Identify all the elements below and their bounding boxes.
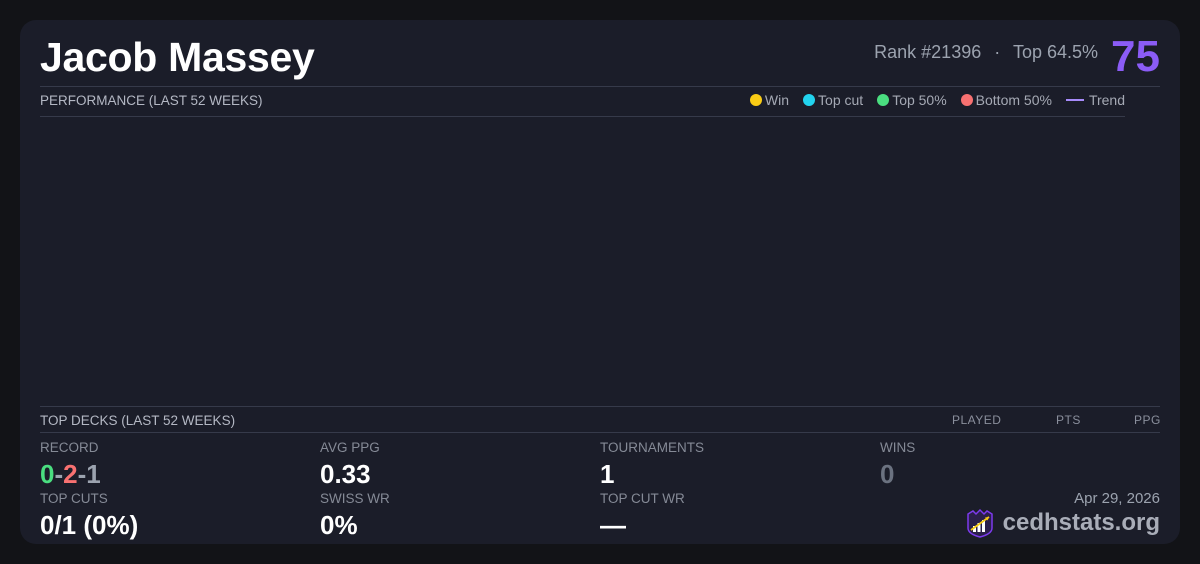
separator: · <box>994 42 1001 62</box>
date: Apr 29, 2026 <box>1074 490 1160 507</box>
swiss-wr-label: SWISS WR <box>320 491 390 506</box>
wins-label: WINS <box>880 440 916 455</box>
top-50-dot-icon <box>877 94 890 106</box>
win-dot-icon <box>749 94 762 106</box>
bottom-50-dot-icon <box>960 94 973 106</box>
player-name: Jacob Massey <box>40 34 315 80</box>
record-sep: - <box>77 459 87 489</box>
record-sep: - <box>54 459 64 489</box>
record-value: 0-2-1 <box>40 459 101 490</box>
divider <box>40 86 1160 87</box>
column-played: PLAYED <box>952 413 1002 427</box>
tournaments-value: 1 <box>600 459 615 489</box>
top-percent: Top 64.5% <box>1012 42 1098 62</box>
avg-ppg-label: AVG PPG <box>320 440 380 455</box>
performance-chart-area <box>40 117 1125 405</box>
top-cut-wr-value: — <box>600 510 626 540</box>
top-cut-wr-label: TOP CUT WR <box>600 491 685 506</box>
cedhstats-logo-icon <box>966 508 993 538</box>
divider <box>40 432 1160 433</box>
divider <box>40 406 1160 407</box>
tournaments-label: TOURNAMENTS <box>600 440 705 455</box>
performance-title: PERFORMANCE (LAST 52 WEEKS) <box>40 93 263 108</box>
legend-trend: Trend <box>1065 92 1125 108</box>
legend-top-50: Top 50% <box>877 92 947 108</box>
legend-label: Top cut <box>818 92 864 108</box>
legend-top-cut: Top cut <box>803 92 863 108</box>
player-card: Jacob Massey Rank #21396 · Top 64.5% 75 … <box>20 20 1180 544</box>
rank-text: Rank #21396 <box>874 42 982 62</box>
rank-info: Rank #21396 · Top 64.5% <box>874 42 1098 63</box>
top-decks-title: TOP DECKS (LAST 52 WEEKS) <box>40 413 236 428</box>
avg-ppg-value: 0.33 <box>320 459 371 489</box>
record-losses: 2 <box>63 459 78 489</box>
legend-label: Bottom 50% <box>975 92 1052 108</box>
legend-label: Trend <box>1088 92 1125 108</box>
brand-name: cedhstats.org <box>1002 509 1160 536</box>
brand[interactable]: cedhstats.org <box>965 508 1160 538</box>
wins-value: 0 <box>880 459 895 489</box>
legend-label: Win <box>764 92 790 108</box>
record-wins: 0 <box>40 459 55 489</box>
legend-bottom-50: Bottom 50% <box>960 92 1052 108</box>
legend-win: Win <box>749 92 790 108</box>
swiss-wr-value: 0% <box>320 510 358 540</box>
trend-line-icon <box>1065 99 1084 101</box>
top-cuts-label: TOP CUTS <box>40 491 108 506</box>
divider <box>40 116 1125 117</box>
top-cuts-value: 0/1 (0%) <box>40 510 139 540</box>
column-pts: PTS <box>1056 413 1081 427</box>
column-ppg: PPG <box>1134 413 1161 427</box>
record-label: RECORD <box>40 440 99 455</box>
record-draws: 1 <box>86 459 101 489</box>
score: 75 <box>1111 32 1160 81</box>
top-cut-dot-icon <box>803 94 816 106</box>
legend-label: Top 50% <box>892 92 947 108</box>
chart-legend: Win Top cut Top 50% Bottom 50% Trend <box>749 92 1125 108</box>
